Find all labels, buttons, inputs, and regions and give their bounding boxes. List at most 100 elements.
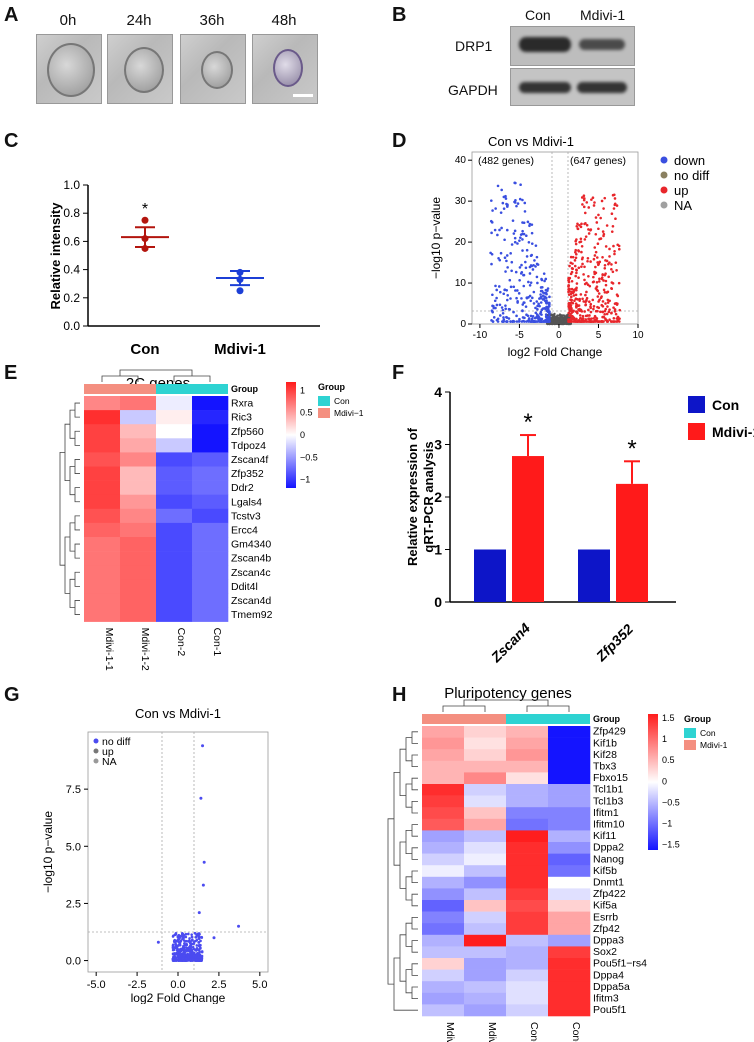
d-point-down [544,277,548,281]
c-ytick-label: 0.8 [63,206,80,220]
h-heat-cell [422,876,465,889]
e-dendrogram-branch [74,402,80,418]
d-point-down [521,249,524,252]
micrograph-36h [180,34,246,104]
h-heat-cell [548,760,591,773]
h-dendrogram-branch [399,748,406,796]
d-point-down [496,320,500,323]
d-point-up [608,318,611,321]
d-point-down [513,236,517,240]
h-row-label: Kif11 [593,830,616,842]
d-point-up [572,289,576,292]
h-heat-cell [422,784,465,796]
h-dendrogram-branch [411,986,418,999]
d-point-up [605,312,609,316]
g-point-nodiff [197,941,200,944]
h-heat-cell [548,853,591,866]
d-point-down [518,317,521,321]
d-point-up [604,245,608,248]
h-dendrogram-branch [411,917,418,930]
h-row-label: Kif28 [593,749,617,761]
e-heat-cell [120,480,157,495]
d-point-down [544,313,548,316]
h-scale-tick: −1 [662,818,672,828]
timepoint-label-0h: 0h [59,12,77,29]
e-heat-cell [192,579,229,594]
blot-gapdh-strip [510,68,635,106]
h-heat-cell [422,749,465,762]
f-bar [578,549,610,602]
d-point-up [574,293,578,297]
d-point-down [492,316,496,319]
d-point-up [594,320,598,323]
f-ytick-label: 2 [434,489,442,505]
h-heat-cell [506,737,549,750]
d-point-up [587,274,590,278]
d-point-down [536,304,539,308]
d-point-up [581,203,584,206]
d-point-down [505,315,508,319]
e-group-legend-label: Mdivi−1 [334,408,364,418]
d-point-up [584,221,587,225]
e-scale-tick: 0.5 [300,408,313,418]
g-point-nodiff [190,948,193,952]
d-point-down [544,291,547,295]
d-point-down [545,288,548,292]
h-heat-cell [464,842,507,854]
h-group-header: Group [593,714,620,724]
d-point-down [537,302,540,306]
d-ytick-label: 10 [455,278,467,289]
d-point-down [515,314,518,318]
h-row-label: Zfp429 [593,726,626,738]
e-heat-cell [120,508,157,524]
h-title: Pluripotency genes [444,685,572,702]
d-point-up [578,309,581,312]
h-heat-cell [464,760,507,773]
d-point-down [529,281,533,284]
d-point-up [614,217,617,221]
g-point-nodiff [187,949,191,953]
e-heat-cell [84,480,121,495]
d-point-down [520,263,523,267]
d-point-up [575,224,579,228]
d-point-down [539,293,542,296]
h-heat-cell [548,830,591,843]
panel-g-volcano: Con vs Mdivi-1 -5.0 -2.5 0.0 2.5 5.0 0.0 2.5 5.… [41,706,269,1004]
d-point-down [507,317,511,320]
h-heat-cell [422,992,465,1005]
g-point-outlier [156,940,160,944]
d-point-up [599,237,603,240]
h-row-label: Fbxo15 [593,772,628,784]
g-xtick-label: -5.0 [87,979,106,991]
d-point-down [512,310,515,314]
d-point-down [530,318,534,321]
h-heat-cell [506,772,549,785]
d-point-down [542,272,546,275]
e-heat-cell [156,396,193,411]
d-point-nodiff [549,314,553,317]
e-dendrogram-branch [59,452,65,566]
e-heat-cell [192,480,229,495]
e-row-label: Zscan4d [231,595,271,607]
d-point-up [579,317,583,320]
e-row-label: Ddit4l [231,581,258,593]
d-ylabel: −log10 p−value [429,197,443,279]
g-point-nodiff [174,946,178,950]
e-row-label: Zfp352 [231,468,264,480]
e-dendrogram-branch [69,409,75,439]
e-heat-cell [156,522,193,538]
f-ylabel-line2: qRT-PCR analysis [421,441,436,552]
d-point-up [575,252,578,256]
d-point-up [608,255,611,258]
d-legend-label: no diff [674,168,710,183]
e-heat-cell [192,537,229,552]
f-legend-swatch [688,423,705,440]
h-heat-cell [464,888,507,901]
d-point-up [618,308,622,312]
e-heat-cell [84,593,121,608]
d-point-down [521,238,524,241]
d-point-down [504,304,507,307]
d-point-down [534,244,538,247]
d-point-down [524,260,527,264]
d-point-up [573,259,577,262]
